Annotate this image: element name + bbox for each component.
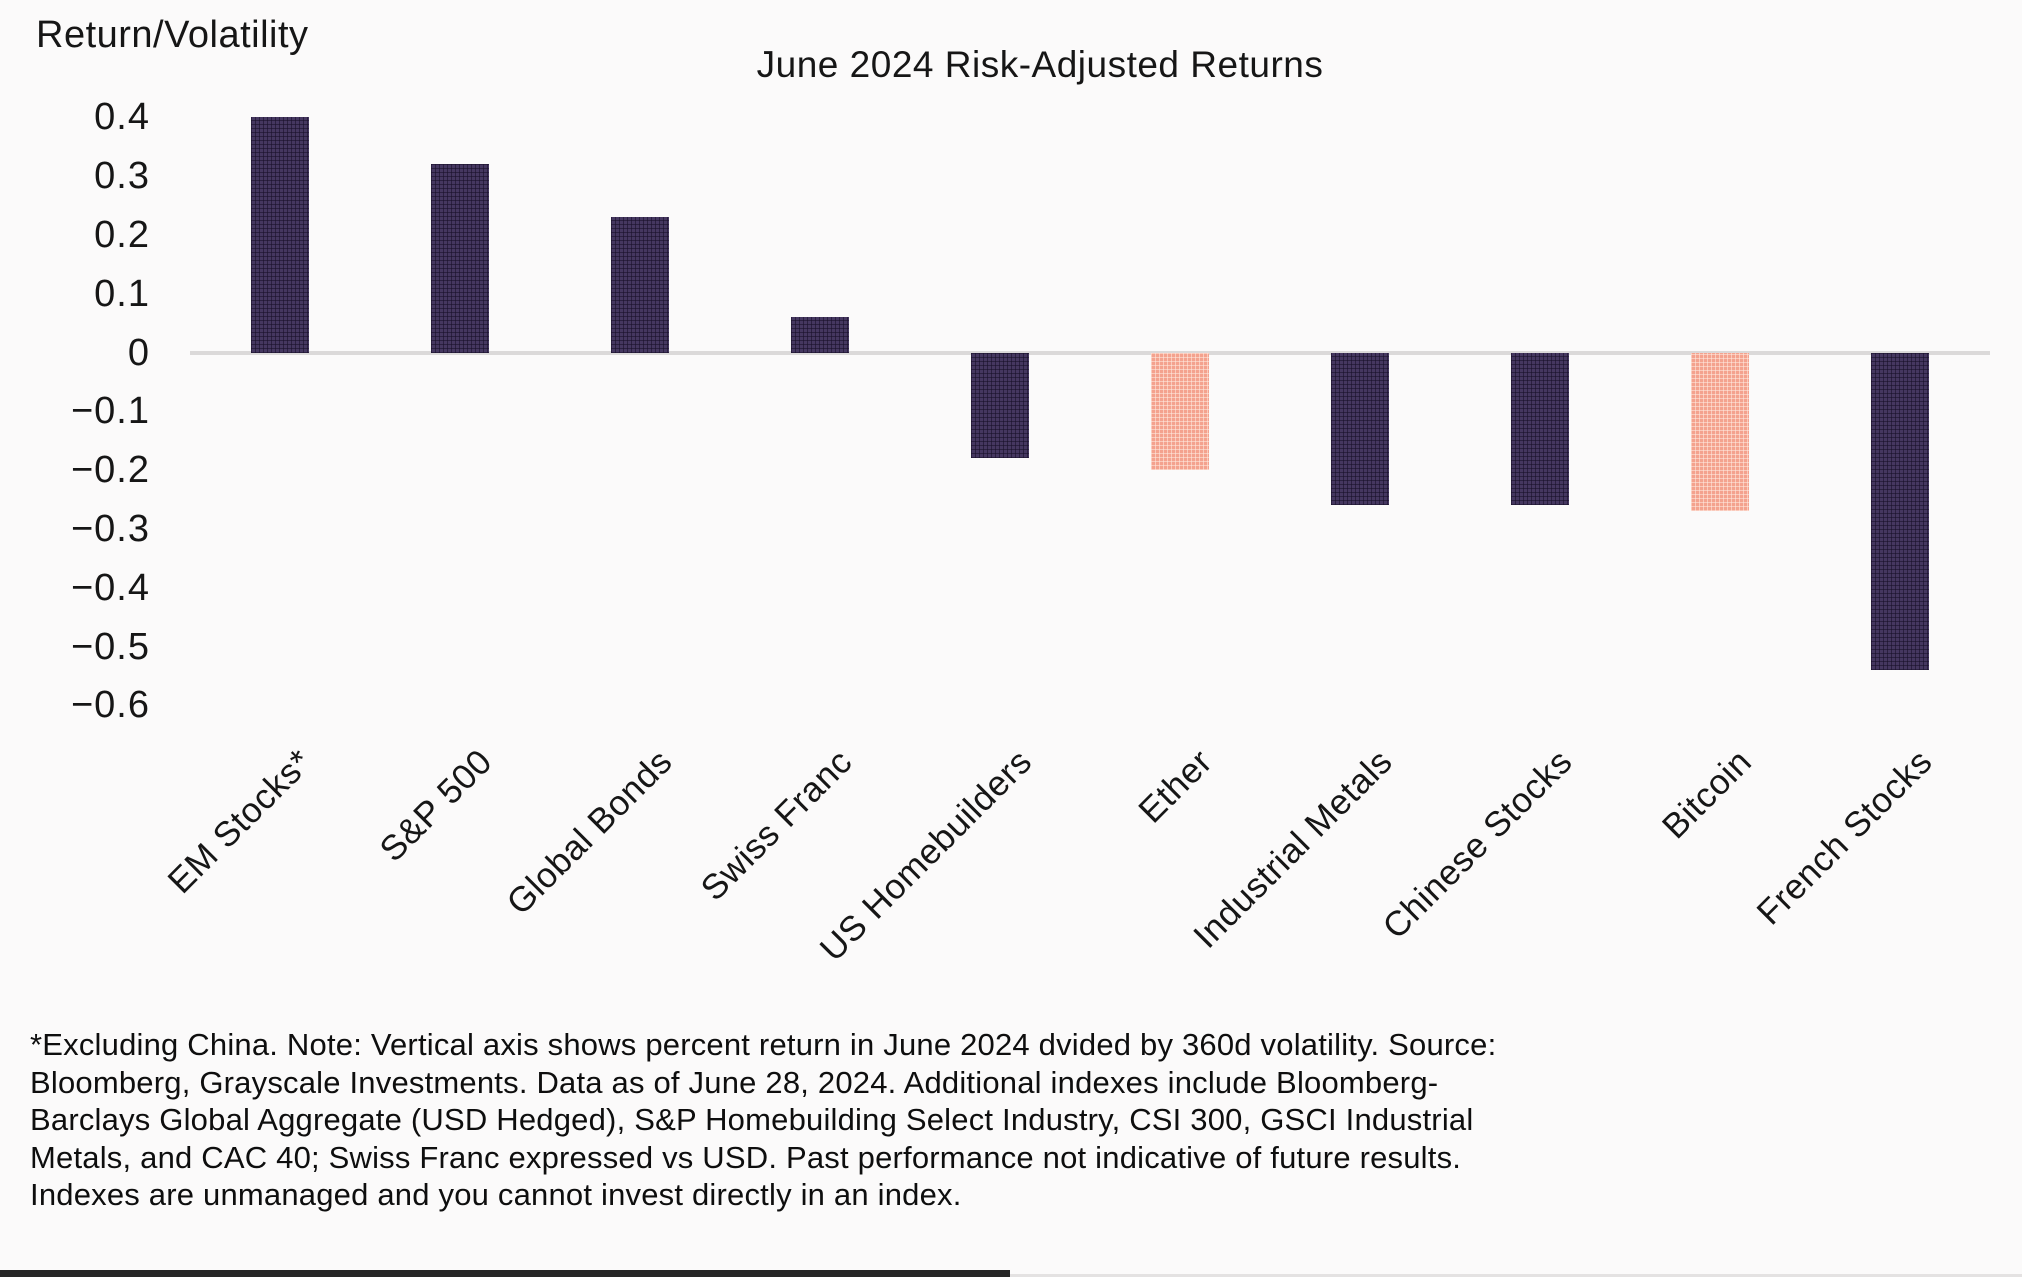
x-tick-label: Swiss Franc xyxy=(693,742,860,909)
bar-s-p-500 xyxy=(431,164,489,353)
bar-industrial-metals xyxy=(1331,352,1389,506)
bar-swiss-franc xyxy=(791,317,849,353)
plot-area xyxy=(190,85,1990,720)
y-tick-label: −0.5 xyxy=(70,625,150,668)
bar-ether xyxy=(1151,352,1209,471)
x-tick-label: Chinese Stocks xyxy=(1375,742,1580,947)
y-tick-label: 0.1 xyxy=(94,272,150,315)
bar-em-stocks xyxy=(251,117,309,353)
bottom-edge-light-strip xyxy=(0,1274,2022,1277)
y-tick-label: −0.2 xyxy=(70,449,150,492)
y-tick-label: 0.4 xyxy=(94,96,150,139)
y-axis-title: Return/Volatility xyxy=(36,14,309,56)
bar-global-bonds xyxy=(611,217,669,353)
x-tick-label: Industrial Metals xyxy=(1185,742,1400,956)
chart-title: June 2024 Risk-Adjusted Returns xyxy=(756,44,1324,85)
y-tick-label: 0 xyxy=(127,331,150,374)
footnote: *Excluding China. Note: Vertical axis sh… xyxy=(30,1027,1497,1212)
bar-us-homebuilders xyxy=(971,352,1029,459)
bar-french-stocks xyxy=(1871,352,1929,671)
bar-bitcoin xyxy=(1691,352,1749,512)
y-tick-label: 0.3 xyxy=(94,155,150,198)
x-tick-label: S&P 500 xyxy=(372,742,500,870)
x-tick-label: Ether xyxy=(1131,742,1220,831)
x-tick-label: EM Stocks* xyxy=(160,742,320,902)
zero-axis-line xyxy=(190,350,1990,355)
x-tick-label: Global Bonds xyxy=(499,742,680,923)
y-tick-label: −0.6 xyxy=(70,684,150,727)
x-tick-label: Bitcoin xyxy=(1655,742,1760,847)
y-tick-label: −0.3 xyxy=(70,507,150,550)
bottom-edge-dark-strip xyxy=(0,1270,1010,1277)
bar-chinese-stocks xyxy=(1511,352,1569,506)
y-tick-label: −0.1 xyxy=(70,390,150,433)
y-tick-label: −0.4 xyxy=(70,566,150,609)
x-tick-label: French Stocks xyxy=(1749,742,1940,933)
y-tick-label: 0.2 xyxy=(94,213,150,256)
